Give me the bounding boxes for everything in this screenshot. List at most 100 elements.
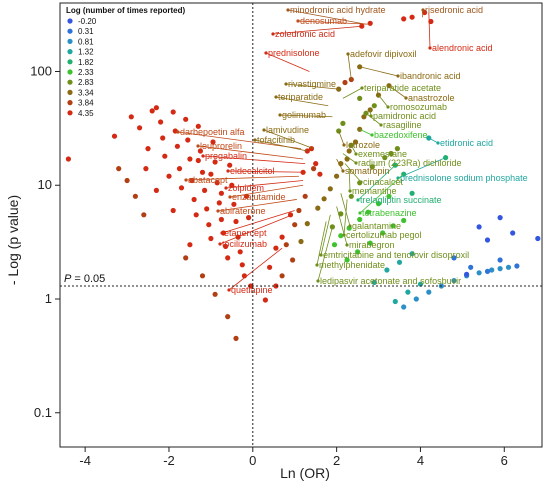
legend-title: Log (number of times reported) bbox=[66, 6, 185, 15]
data-point bbox=[394, 146, 400, 152]
annotation-label: cinacalcet bbox=[363, 177, 404, 187]
data-point bbox=[484, 268, 491, 274]
annotation-leader bbox=[428, 12, 431, 49]
data-point bbox=[239, 262, 245, 268]
legend-entry-label: 0.31 bbox=[78, 27, 94, 36]
annotation-leader bbox=[197, 145, 304, 160]
annotation-leader bbox=[359, 128, 373, 136]
data-point bbox=[170, 207, 176, 214]
annotation-leader bbox=[185, 175, 299, 181]
x-tick-label: 0 bbox=[249, 453, 256, 468]
label-layer: minodronic acid hydrate risedronic acid de… bbox=[180, 5, 528, 295]
annotation-dot bbox=[379, 123, 383, 127]
annotation-leader bbox=[357, 164, 396, 201]
annotation-leader bbox=[365, 112, 382, 126]
data-point bbox=[321, 196, 327, 202]
data-point bbox=[346, 148, 352, 154]
annotation-leader bbox=[229, 184, 304, 198]
data-point bbox=[183, 255, 189, 261]
annotation-label: certolizumab pegol bbox=[346, 230, 422, 240]
annotation-leader bbox=[227, 170, 306, 173]
data-point bbox=[225, 255, 231, 261]
annotation-leader bbox=[272, 25, 362, 35]
annotation-leader bbox=[336, 158, 344, 172]
data-point bbox=[401, 217, 407, 224]
data-point bbox=[428, 18, 434, 25]
data-point bbox=[417, 281, 424, 287]
legend-entry-label: 2.33 bbox=[78, 68, 94, 77]
annotation-dot bbox=[359, 180, 363, 184]
data-point bbox=[317, 171, 323, 177]
data-point bbox=[405, 289, 411, 295]
x-tick-label: -4 bbox=[79, 453, 91, 468]
legend-entry-label: 3.84 bbox=[78, 99, 94, 108]
data-point bbox=[535, 235, 541, 242]
x-tick-label: 2 bbox=[333, 453, 340, 468]
annotation-dot bbox=[226, 169, 230, 173]
annotation-dot bbox=[319, 253, 323, 257]
annotation-dot bbox=[360, 86, 364, 90]
annotation-label: leuprorelin bbox=[200, 141, 242, 151]
annotation-leader bbox=[225, 180, 304, 189]
data-point bbox=[388, 150, 394, 157]
data-point bbox=[231, 201, 237, 207]
y-axis-label: - Log (p value) bbox=[5, 195, 21, 285]
data-point bbox=[137, 125, 143, 131]
p-threshold-label: P = 0.05 bbox=[64, 273, 105, 285]
annotation-label: ibandronic acid bbox=[400, 71, 461, 81]
annotation-dot bbox=[356, 198, 360, 202]
annotation-leader bbox=[348, 168, 351, 192]
annotation-dot bbox=[278, 113, 282, 117]
annotation-dot bbox=[262, 128, 266, 132]
data-point bbox=[279, 234, 285, 240]
data-point bbox=[327, 186, 333, 192]
data-point bbox=[210, 139, 216, 145]
data-point bbox=[225, 314, 231, 320]
legend-swatch bbox=[67, 89, 73, 95]
annotation-leader bbox=[343, 199, 348, 236]
data-point bbox=[111, 133, 118, 139]
annotation-dot bbox=[218, 242, 222, 246]
legend-swatch bbox=[67, 79, 73, 85]
p-threshold-label-italic: P bbox=[64, 273, 72, 285]
annotation-label: enzalutamide bbox=[232, 192, 286, 202]
legend-entry-label: 2.83 bbox=[78, 78, 94, 87]
data-point bbox=[352, 139, 359, 145]
annotation-leader bbox=[320, 214, 331, 256]
legend-entry-label: 3.34 bbox=[78, 88, 94, 97]
annotation-leader bbox=[428, 137, 439, 144]
annotation-dot bbox=[421, 8, 425, 12]
points-layer bbox=[65, 9, 541, 341]
data-point bbox=[141, 212, 147, 218]
data-point bbox=[162, 153, 168, 159]
y-tick-label: 0.1 bbox=[34, 405, 52, 420]
data-point bbox=[315, 205, 321, 211]
data-point bbox=[178, 185, 185, 191]
annotation-label: pamidronic acid bbox=[373, 111, 436, 121]
p-threshold-label-value: = 0.05 bbox=[71, 273, 105, 285]
data-point bbox=[218, 216, 224, 223]
data-point bbox=[212, 159, 218, 165]
annotation-dot bbox=[345, 243, 349, 247]
data-point bbox=[143, 166, 149, 172]
annotation-leader bbox=[177, 131, 302, 149]
data-point bbox=[357, 216, 363, 223]
data-point bbox=[128, 114, 134, 120]
data-point bbox=[199, 273, 206, 279]
annotation-dot bbox=[436, 141, 440, 145]
data-point bbox=[365, 209, 371, 215]
annotation-label: galantamine bbox=[352, 221, 401, 231]
data-point bbox=[233, 335, 239, 341]
annotation-leader bbox=[397, 157, 446, 179]
data-point bbox=[204, 206, 210, 212]
data-point bbox=[243, 193, 250, 199]
annotation-label: alendronic acid bbox=[432, 43, 493, 53]
data-point bbox=[371, 103, 377, 109]
data-point bbox=[426, 289, 432, 295]
data-point bbox=[357, 126, 363, 132]
data-point bbox=[214, 180, 220, 186]
annotation-dot bbox=[386, 105, 390, 109]
data-point bbox=[409, 251, 415, 257]
annotation-label: minodronic acid hydrate bbox=[290, 5, 386, 15]
